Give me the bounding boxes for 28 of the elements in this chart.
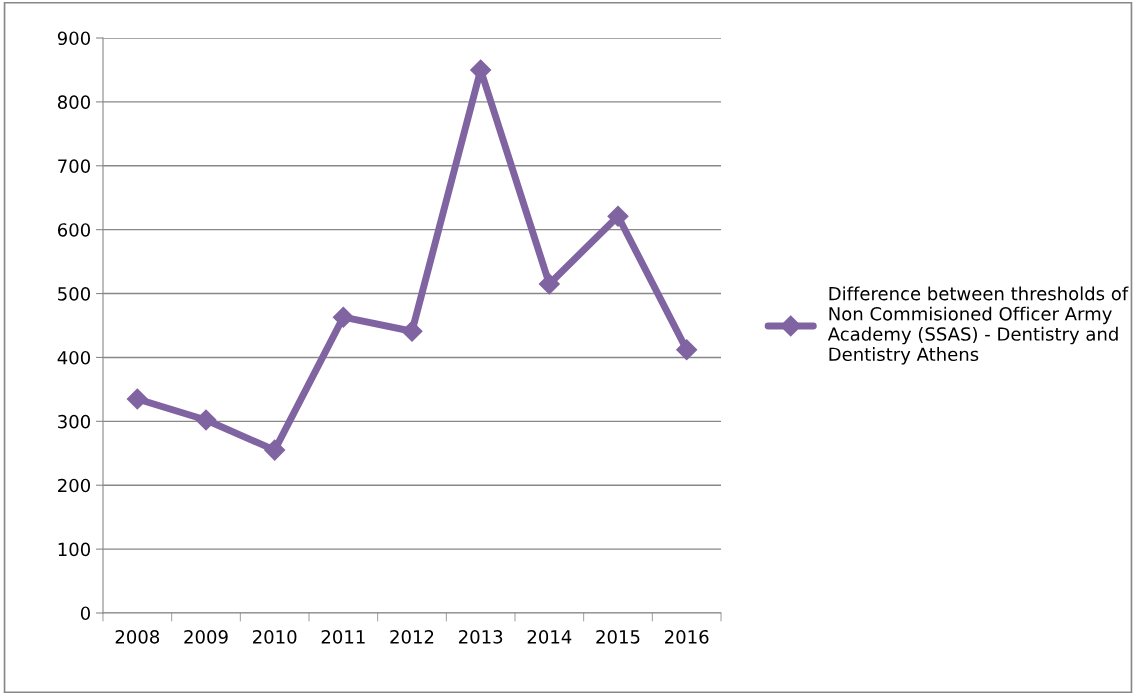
point <box>195 409 217 431</box>
x-tick-label: 2010 <box>253 629 297 644</box>
x-tick-label: 2012 <box>390 629 434 644</box>
x-tick-label: 2008 <box>115 629 160 644</box>
point <box>264 439 286 461</box>
y-tick-label: 700 <box>58 159 90 173</box>
y-tick-label: 0 <box>80 606 90 621</box>
y-tick-label: 900 <box>57 31 90 46</box>
x-tick-label: 2016 <box>665 629 709 644</box>
legend-label: Difference between thresholds of Non Commisioned Officer Army Academy (SSAS) - Dentistry and Dentistry Athens <box>827 286 1129 365</box>
point <box>607 205 629 227</box>
point <box>401 320 423 342</box>
x-tick-label: 2013 <box>459 629 503 644</box>
y-tick-label: 600 <box>57 223 90 237</box>
point <box>676 339 698 361</box>
x-tick-label: 2014 <box>527 629 572 644</box>
y-tick-label: 200 <box>58 478 90 493</box>
y-tick-label: 500 <box>58 287 90 301</box>
point <box>538 273 560 295</box>
x-tick-label: 2009 <box>184 629 228 644</box>
point <box>126 388 148 410</box>
y-tick-label: 800 <box>57 95 90 110</box>
x-tick-label: 2011 <box>321 629 365 644</box>
y-tick-label: 100 <box>58 542 90 557</box>
y-tick-label: 300 <box>58 414 90 429</box>
x-tick-label: 2015 <box>596 629 640 644</box>
point <box>332 306 354 328</box>
y-tick-label: 400 <box>57 350 90 365</box>
